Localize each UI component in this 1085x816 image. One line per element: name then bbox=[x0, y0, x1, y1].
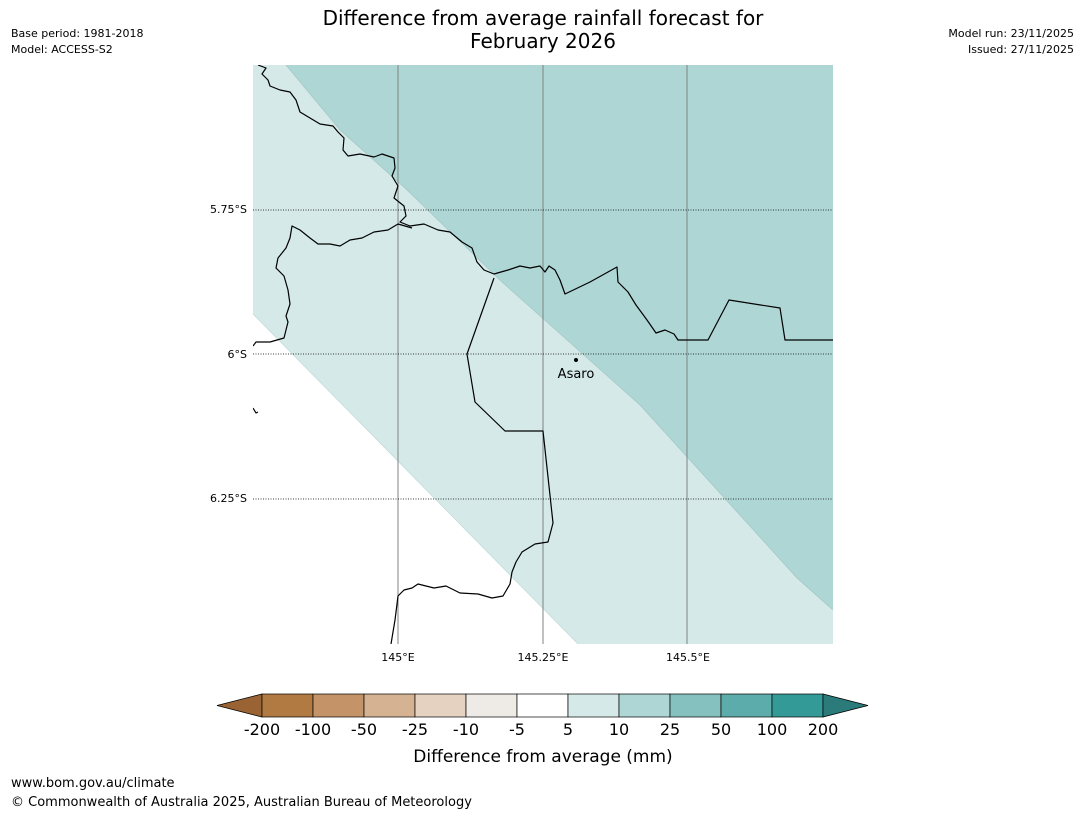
zone-boundary-line bbox=[285, 65, 833, 611]
lat-label-5-75s: 5.75°S bbox=[210, 203, 247, 216]
colorbar-arrow-low bbox=[216, 693, 263, 718]
lat-label-6-25s: 6.25°S bbox=[210, 492, 247, 505]
colorbar-tick: 50 bbox=[711, 720, 731, 739]
lat-label-6s: 6°S bbox=[228, 348, 247, 361]
colorbar-segment bbox=[771, 693, 824, 718]
colorbar-tick: 5 bbox=[563, 720, 573, 739]
lon-label-145e: 145°E bbox=[381, 651, 414, 664]
coast-fragment bbox=[253, 407, 259, 414]
base-period-text: Base period: 1981-2018 bbox=[11, 27, 144, 40]
colorbar-tick: -100 bbox=[295, 720, 331, 739]
colorbar-segment bbox=[414, 693, 467, 718]
colorbar-tick: 200 bbox=[808, 720, 839, 739]
rainfall-map: Asaro 5.75°S 6°S 6.25°S 145°E 145.25°E 1… bbox=[210, 65, 833, 664]
title-line-2: February 2026 bbox=[470, 29, 616, 53]
model-text: Model: ACCESS-S2 bbox=[11, 43, 113, 56]
zone-10-to-25mm bbox=[286, 65, 833, 610]
province-boundary-central bbox=[390, 277, 554, 644]
colorbar-boxes bbox=[216, 693, 869, 718]
footer-copyright: © Commonwealth of Australia 2025, Austra… bbox=[11, 795, 472, 810]
colorbar-tick: -25 bbox=[402, 720, 428, 739]
colorbar-tick: 100 bbox=[757, 720, 788, 739]
colorbar-segment bbox=[312, 693, 365, 718]
map-title: Difference from average rainfall forecas… bbox=[243, 7, 843, 53]
colorbar-segment bbox=[516, 693, 569, 718]
colorbar-tick: -5 bbox=[509, 720, 525, 739]
colorbar-segment bbox=[261, 693, 314, 718]
colorbar-segment bbox=[363, 693, 416, 718]
asaro-label: Asaro bbox=[558, 367, 595, 382]
colorbar-segment bbox=[618, 693, 671, 718]
colorbar-tick: -10 bbox=[453, 720, 479, 739]
province-boundary-west bbox=[253, 223, 413, 347]
issued-text: Issued: 27/11/2025 bbox=[967, 43, 1074, 56]
colorbar-segment bbox=[720, 693, 773, 718]
colorbar-tick: -50 bbox=[351, 720, 377, 739]
colorbar-tick: 10 bbox=[609, 720, 629, 739]
colorbar-segment bbox=[669, 693, 722, 718]
colorbar-segment bbox=[567, 693, 620, 718]
zone-boundary-line-lower bbox=[253, 313, 579, 644]
asaro-marker bbox=[574, 358, 578, 362]
forecast-metadata-left: Base period: 1981-2018 Model: ACCESS-S2 bbox=[11, 26, 143, 58]
colorbar-segment bbox=[465, 693, 518, 718]
colorbar-arrow-high bbox=[822, 693, 869, 718]
footer: www.bom.gov.au/climate © Commonwealth of… bbox=[11, 774, 472, 812]
title-line-1: Difference from average rainfall forecas… bbox=[322, 6, 764, 30]
model-run-text: Model run: 23/11/2025 bbox=[948, 27, 1074, 40]
footer-url: www.bom.gov.au/climate bbox=[11, 776, 175, 791]
colorbar-label: Difference from average (mm) bbox=[413, 747, 672, 767]
colorbar-ticks: -200 -100 -50 -25 -10 -5 5 10 25 50 100 … bbox=[244, 720, 838, 739]
colorbar-tick: -200 bbox=[244, 720, 280, 739]
lon-label-145-25e: 145.25°E bbox=[518, 651, 569, 664]
province-boundary-north bbox=[257, 65, 833, 341]
forecast-metadata-right: Model run: 23/11/2025 Issued: 27/11/2025 bbox=[948, 26, 1074, 58]
colorbar-tick: 25 bbox=[660, 720, 680, 739]
lon-label-145-5e: 145.5°E bbox=[666, 651, 710, 664]
